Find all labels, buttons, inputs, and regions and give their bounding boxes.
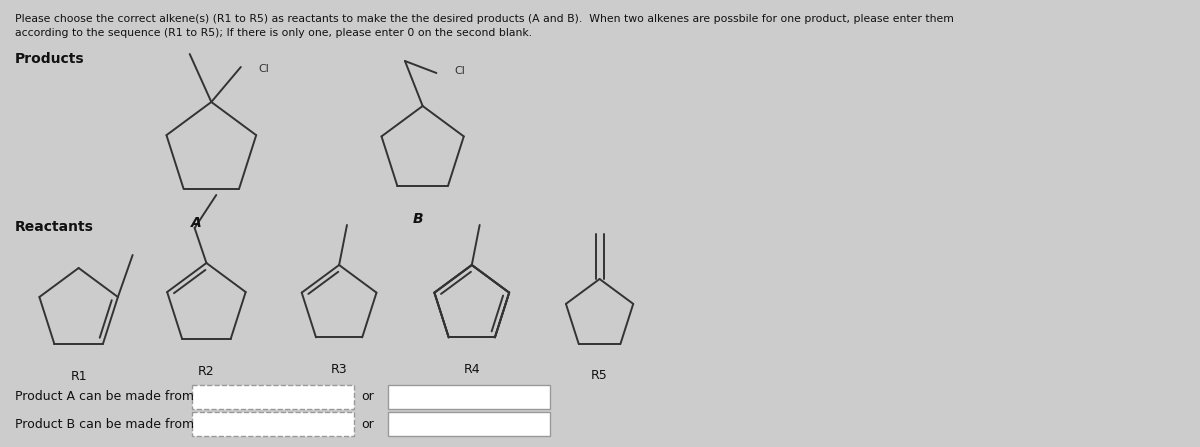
Text: Reactants: Reactants — [14, 220, 94, 234]
Text: Please choose the correct alkene(s) (R1 to R5) as reactants to make the the desi: Please choose the correct alkene(s) (R1 … — [14, 14, 954, 24]
Text: A: A — [191, 216, 202, 230]
FancyBboxPatch shape — [389, 385, 551, 409]
FancyBboxPatch shape — [192, 412, 354, 436]
Text: Product B can be made from: Product B can be made from — [14, 417, 194, 430]
Text: R3: R3 — [331, 363, 348, 376]
Text: R2: R2 — [198, 365, 215, 378]
FancyBboxPatch shape — [192, 385, 354, 409]
Text: R4: R4 — [463, 363, 480, 376]
Text: B: B — [413, 212, 424, 226]
Text: Cl: Cl — [454, 66, 464, 76]
Text: R5: R5 — [592, 369, 608, 382]
Text: according to the sequence (R1 to R5); If there is only one, please enter 0 on th: according to the sequence (R1 to R5); If… — [14, 28, 532, 38]
Text: Products: Products — [14, 52, 84, 66]
Text: Cl: Cl — [258, 64, 269, 74]
FancyBboxPatch shape — [389, 412, 551, 436]
Text: Product A can be made from: Product A can be made from — [14, 391, 193, 404]
Text: R1: R1 — [71, 370, 86, 383]
Text: or: or — [361, 417, 374, 430]
Text: or: or — [361, 391, 374, 404]
